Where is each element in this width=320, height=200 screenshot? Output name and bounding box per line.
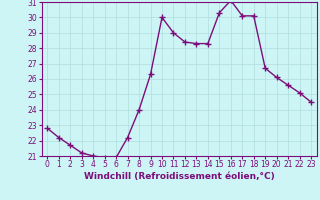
X-axis label: Windchill (Refroidissement éolien,°C): Windchill (Refroidissement éolien,°C) bbox=[84, 172, 275, 181]
